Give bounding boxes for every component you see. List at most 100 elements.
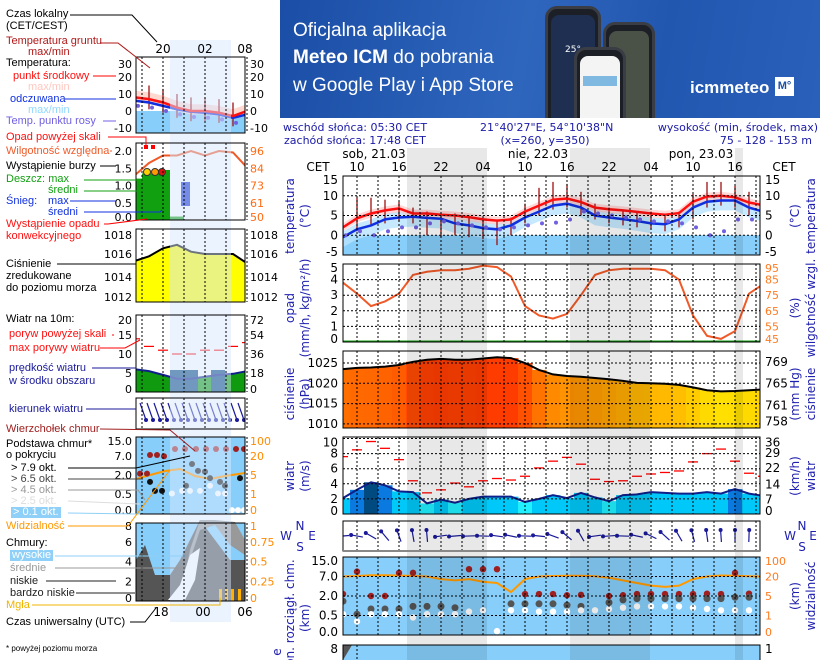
dew-point-dot [372,233,376,238]
mini-wind-arrow-head [249,418,253,422]
press-tick-left: 1010 [307,417,338,431]
mini-wind-arrow-head [242,418,245,422]
wind-direction-arrow [675,530,683,542]
wind-speed-fill [644,492,659,514]
legend-snow-max: max [48,195,69,207]
legend-snow: Śnieg: [6,195,38,207]
mini-tick-precip_left: 2.0 [115,145,133,158]
legend-okt-45: > 4.5 okt. [11,484,57,496]
legend-humidity: Wilgotność względna [6,145,110,157]
elevation-label: wysokość (min, środek, max) [657,121,818,134]
wind-axis-title-left-units: (m/s) [298,460,312,491]
legend-leader-line [100,42,151,69]
temp-tick-right: 5 [765,209,773,223]
mini-dir-panel-border [135,397,246,430]
dew-point-dot [540,221,544,226]
hour-label: 04 [475,160,490,174]
precip-tick-left: 5 [330,261,338,275]
base-axis-title-left: pion. rozciągł. chm. [283,559,297,660]
mini-cloud-base-dot-scattered [235,507,241,514]
legend-leader-line [99,428,196,452]
precip-tick-right: 95 [765,262,779,275]
legend-gust-max: max porywy wiatru [9,342,101,354]
mini-cloud-base-dot [237,475,243,482]
temp-tick-left: 15 [323,173,338,187]
cloud-base-dot-scattered [619,604,627,611]
mini-rain-bar [136,178,142,220]
dew-point-dot [624,215,628,220]
mini-tick-cloud_right: 0.75 [250,536,275,549]
cloud-tick-right: 1 [765,642,773,656]
compass-e: E [809,529,817,543]
mini-wind-arrow-head [158,418,162,422]
timezone-label-right: CET [772,160,796,174]
dew-point-dot [526,223,530,228]
press-axis-title-left-units: (hPa) [298,378,312,409]
mini-storm-dot [158,168,166,176]
mini-tick-cloud_right: 0 [250,592,257,605]
wind-direction-arrow [343,534,350,537]
mini-storm-dot [151,168,159,176]
feels-like-line [343,199,760,239]
wind-arrow-head [643,531,648,536]
wind-arrow-head [560,530,565,535]
dew-point-dot [750,217,754,222]
wind-arrow-head [615,533,620,538]
coordinates: 21°40'27"E, 54°10'38"N [480,121,614,134]
cloud-base-dot-scattered [367,611,375,618]
pressure-fill [448,359,463,428]
cloud-axis-title-left: e [270,648,284,655]
legend-pressure-1: Ciśnienie [6,258,52,270]
wind-tick-right: 36 [765,436,780,450]
base-tick-left: 2.0 [319,589,338,603]
temp-panel-border [342,175,761,256]
legend-cloud-base-1: Podstawa chmur* [6,438,93,450]
mini-tick-press: 1018 [104,229,132,242]
precip-panel-border [342,263,761,343]
mini-utc-hour: 00 [195,605,210,619]
legend-cloud-very-low: bardzo niskie [10,587,75,599]
precip-tick-right: 85 [765,274,779,287]
pressure-fill [630,382,645,428]
legend-visibility: Widzialność [6,520,65,532]
cloud-base-dot-scattered [591,607,599,614]
mini-dew-dot [150,105,154,110]
legend-utc: Czas uniwersalny (UTC) [6,616,126,628]
humidity-line [343,264,760,340]
dew-point-dot [442,219,446,224]
dew-point-dot [652,219,656,224]
dew-point-dot [638,217,642,222]
legend-leader-line [68,489,146,501]
base-axis-title-right: widzialność [804,562,818,631]
mini-cloud-base-dot [147,478,153,485]
wind-arrow-head [433,534,438,539]
cloud-top-dot [493,565,501,573]
mini-wind-arrow [160,402,168,421]
base-tick-left: 0.5 [319,609,338,623]
cloud-base-dot [507,600,515,608]
day-label: nie, 22.03 [508,147,568,161]
mini-tick-precip_left: 0.5 [115,197,133,210]
mini-wind-arrow-head [165,418,169,422]
mini-utc-hour: 06 [237,605,252,619]
mini-tick-wind_left: 5 [125,367,132,380]
legend-pressure-3: do poziomu morza [6,282,97,294]
press-tick-right: 758 [765,415,788,429]
legend-rain-max: max [48,173,69,185]
base-tick-right: 0 [765,626,772,639]
dew-point-dot [722,229,726,234]
mini-tick-precip_right: 96 [250,145,264,158]
temp-tick-left: -5 [326,245,338,259]
legend-okt-79: > 7.9 okt. [11,462,57,474]
legend-pressure-2: zredukowane [6,270,72,282]
cloud-base-dot [675,595,683,603]
wind-arrow-head [475,533,480,538]
compass-n: N [296,519,305,533]
mini-tick-press: 1016 [104,248,132,261]
mini-wind-arrow [230,402,238,421]
app-promo-banner[interactable]: Oficjalna aplikacja Meteo ICM do pobrani… [280,0,820,118]
precip-tick-left: 3 [330,288,338,302]
legend-leader-line [84,209,163,213]
wind-arrow-head [394,528,399,533]
cloud-base-dot [451,604,459,612]
